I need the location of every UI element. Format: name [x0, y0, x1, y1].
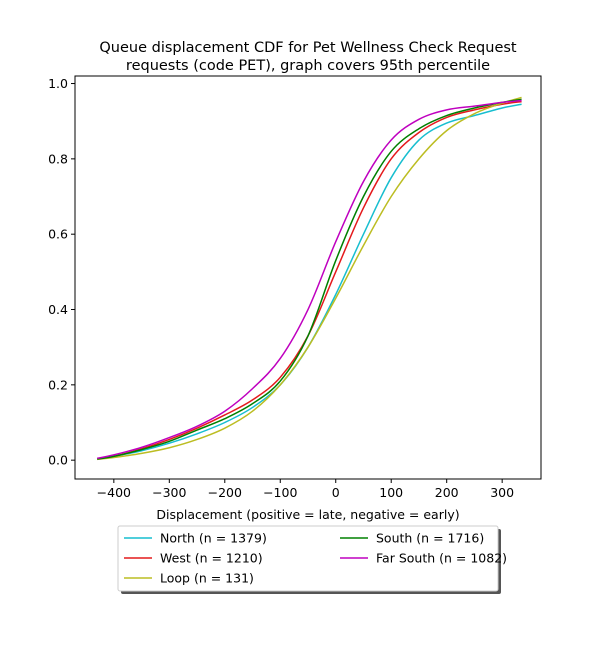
y-tick-label: 0.4	[48, 302, 68, 317]
series-line-1	[97, 100, 522, 460]
x-tick-label: −100	[263, 485, 297, 500]
x-tick-label: −400	[97, 485, 131, 500]
legend-entry-label: South (n = 1716)	[376, 531, 484, 546]
y-tick-label: 0.2	[48, 377, 68, 392]
series-line-4	[97, 99, 522, 460]
chart-title: Queue displacement CDF for Pet Wellness …	[99, 40, 517, 74]
x-tick-label: 0	[332, 485, 340, 500]
legend-entry-label: Loop (n = 131)	[160, 571, 254, 586]
series-lines	[97, 96, 522, 461]
chart-title-line-2: requests (code PET), graph covers 95th p…	[126, 58, 490, 74]
y-axis: 0.0 0.2 0.4 0.6 0.8 1.0	[48, 76, 75, 468]
x-tick-label: 200	[435, 485, 459, 500]
x-axis-label: Displacement (positive = late, negative …	[156, 507, 459, 522]
legend-entry-label: North (n = 1379)	[160, 531, 267, 546]
x-tick-label: 100	[379, 485, 403, 500]
y-tick-label: 0.8	[48, 151, 68, 166]
x-tick-label: −200	[208, 485, 242, 500]
series-line-0	[97, 103, 522, 460]
series-line-3	[97, 98, 522, 460]
chart-title-line-1: Queue displacement CDF for Pet Wellness …	[99, 40, 517, 56]
plot-area-frame	[74, 75, 542, 480]
legend: North (n = 1379) West (n = 1210) Loop (n =…	[117, 525, 507, 594]
x-axis: −400 −300 −200 −100 0 100 200 300	[97, 479, 514, 500]
x-tick-label: −300	[152, 485, 186, 500]
legend-entry-label: Far South (n = 1082)	[376, 551, 507, 566]
series-line-2	[97, 96, 522, 461]
y-tick-label: 0.0	[48, 453, 68, 468]
legend-entry-label: West (n = 1210)	[160, 551, 263, 566]
legend-box	[117, 525, 499, 592]
y-tick-label: 1.0	[48, 76, 68, 91]
x-tick-label: 300	[490, 485, 514, 500]
y-tick-label: 0.6	[48, 227, 68, 242]
